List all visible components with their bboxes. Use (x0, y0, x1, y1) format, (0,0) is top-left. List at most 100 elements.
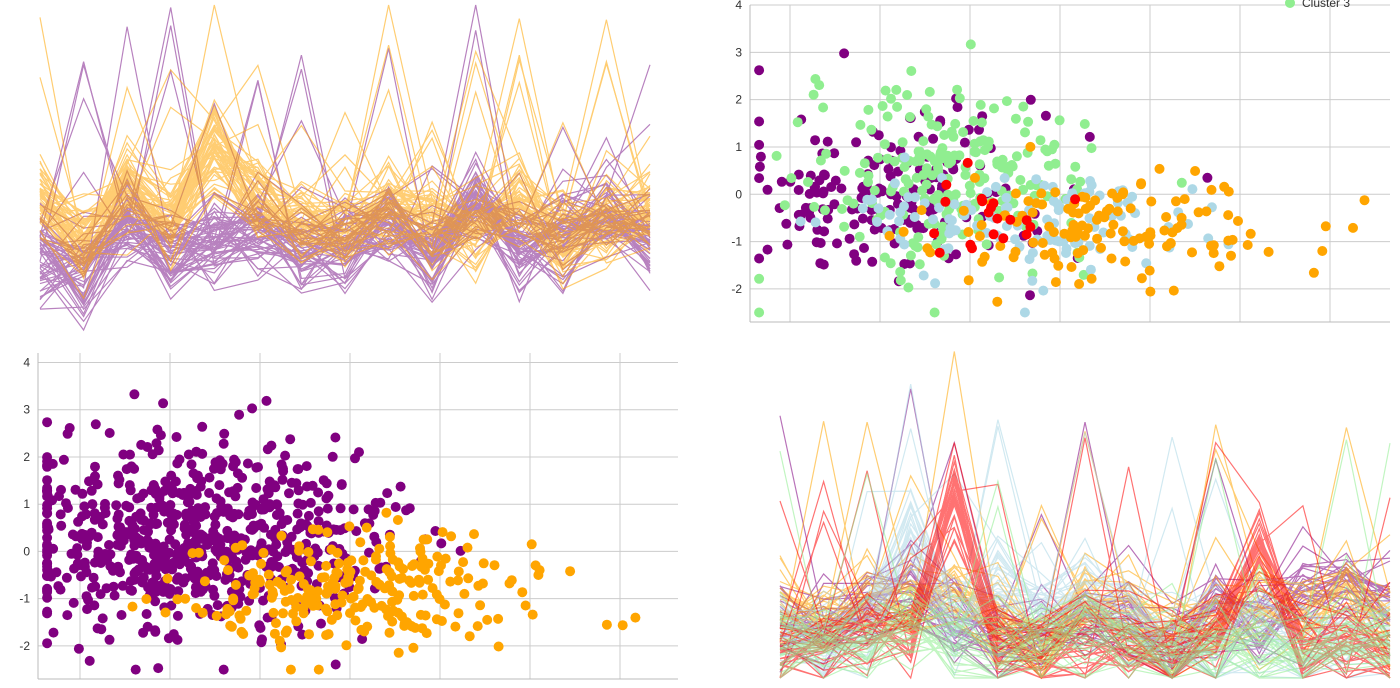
data-point (925, 247, 936, 258)
data-point (903, 282, 914, 293)
data-point (408, 590, 419, 601)
data-point (880, 85, 891, 96)
parallel-plot-five-clusters (740, 343, 1400, 683)
data-point (92, 623, 103, 634)
data-point (219, 555, 230, 566)
data-point (982, 187, 993, 198)
data-point (92, 479, 103, 490)
data-point (183, 449, 194, 460)
data-point (109, 590, 120, 601)
data-point (121, 464, 132, 475)
data-point (820, 205, 830, 216)
data-point (1125, 203, 1136, 214)
data-point (204, 488, 215, 498)
data-point (48, 627, 59, 638)
data-point (272, 551, 283, 562)
data-point (327, 577, 338, 588)
data-point (793, 185, 804, 195)
data-point (1134, 233, 1145, 244)
data-point (42, 570, 53, 581)
data-point (754, 307, 765, 318)
data-point (839, 165, 850, 176)
data-point (167, 564, 178, 575)
data-point (1154, 163, 1165, 174)
data-point (921, 104, 932, 115)
data-point (1053, 205, 1064, 216)
data-point (1136, 179, 1146, 190)
data-point (92, 532, 103, 543)
data-point (150, 538, 161, 549)
data-point (81, 591, 92, 602)
data-point (42, 539, 53, 550)
data-point (989, 103, 999, 114)
data-point (863, 177, 873, 187)
data-point (918, 136, 929, 147)
data-point (855, 119, 866, 130)
profile-line (779, 450, 1391, 679)
data-point (911, 172, 922, 183)
data-point (1025, 94, 1036, 105)
data-point (929, 307, 940, 318)
y-tick-label: 0 (23, 544, 30, 558)
data-point (986, 202, 996, 213)
data-point (375, 497, 386, 508)
data-point (1202, 172, 1213, 183)
data-point (965, 188, 976, 199)
data-point (276, 530, 287, 541)
data-point (1010, 246, 1021, 257)
data-point (291, 602, 302, 613)
data-point (899, 201, 909, 212)
data-point (346, 593, 356, 604)
data-point (781, 218, 792, 229)
data-point (976, 117, 987, 128)
data-point (1086, 273, 1097, 284)
data-point (530, 560, 541, 571)
data-point (187, 548, 198, 559)
data-point (895, 275, 906, 286)
data-point (941, 179, 952, 190)
data-point (905, 112, 915, 122)
data-point (949, 150, 960, 161)
profile-line (39, 178, 651, 272)
data-point (830, 175, 841, 186)
data-point (436, 538, 447, 549)
data-point (151, 502, 162, 513)
data-point (390, 502, 401, 512)
data-point (440, 553, 451, 564)
data-point (478, 558, 489, 569)
data-point (332, 547, 343, 558)
data-point (1119, 236, 1130, 247)
profile-line (779, 505, 1390, 676)
data-point (138, 627, 149, 638)
data-point (385, 541, 396, 552)
data-point (792, 117, 803, 128)
data-point (416, 561, 427, 572)
data-point (138, 572, 149, 583)
data-point (195, 529, 206, 540)
data-point (334, 558, 344, 569)
data-point (282, 515, 293, 525)
data-point (313, 487, 324, 498)
data-point (397, 572, 407, 583)
profile-line (779, 479, 1391, 679)
data-point (1104, 203, 1115, 214)
data-point (1072, 248, 1083, 259)
profile-line (779, 595, 1391, 667)
data-point (232, 468, 243, 479)
data-point (1040, 110, 1051, 121)
profile-line (779, 614, 1391, 678)
profile-line (779, 596, 1391, 678)
data-point (269, 628, 280, 639)
data-point (1010, 113, 1021, 124)
data-point (475, 600, 486, 611)
data-point (313, 664, 324, 675)
profile-line (779, 612, 1391, 666)
data-point (1068, 219, 1079, 230)
profile-line (779, 609, 1391, 679)
data-point (392, 515, 403, 525)
data-point (755, 151, 766, 162)
data-point (952, 102, 963, 113)
data-point (1161, 212, 1172, 222)
data-point (1317, 246, 1328, 256)
data-point (350, 602, 361, 613)
